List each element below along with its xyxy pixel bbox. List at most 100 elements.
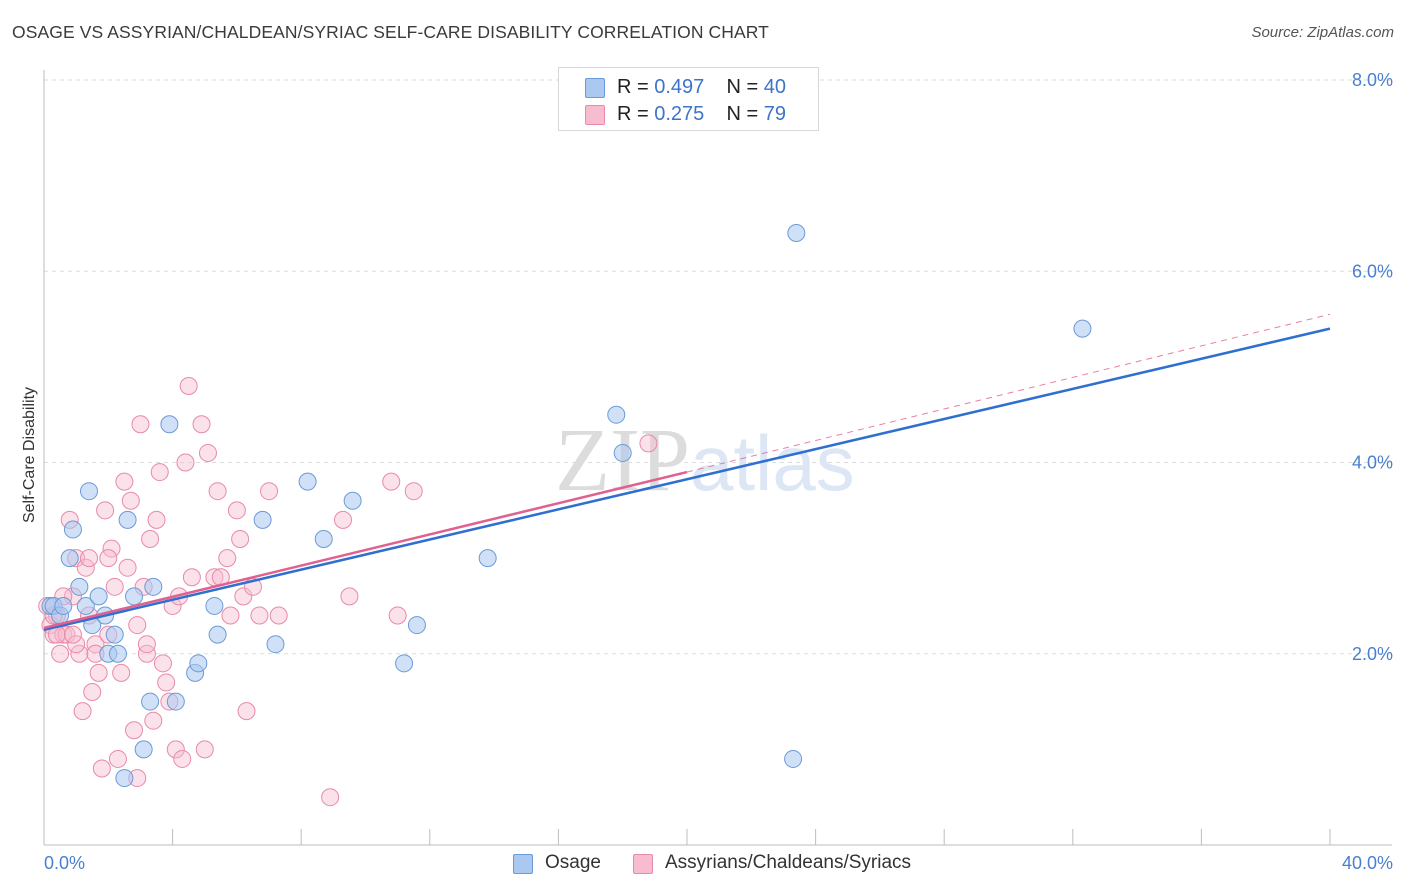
x-tick-label: 0.0%	[44, 853, 85, 873]
assyrian-point	[92, 759, 111, 778]
legend-row-osage-text: R = 0.497 N = 40	[617, 76, 786, 99]
chart-title: OSAGE VS ASSYRIAN/CHALDEAN/SYRIAC SELF-C…	[12, 22, 769, 42]
osage-point	[89, 587, 108, 606]
assyrian-point	[250, 606, 269, 625]
r-value: 0.275	[654, 103, 705, 125]
osage-point	[166, 692, 185, 711]
osage-point	[607, 405, 626, 424]
axes	[43, 70, 1392, 846]
osage-point	[253, 510, 272, 529]
assyrian-point	[382, 472, 401, 491]
y-tick-labels: 2.0% 4.0% 6.0% 8.0%	[1352, 70, 1393, 664]
y-axis-label: Self-Care Disability	[21, 387, 38, 523]
assyrian-point	[166, 740, 185, 759]
assyrian-point	[173, 749, 192, 768]
assyrian-point	[89, 663, 108, 682]
osage-points	[41, 224, 1092, 788]
osage-point	[478, 549, 497, 568]
assyrian-point	[234, 587, 253, 606]
assyrian-point	[144, 711, 163, 730]
assyrian-point	[227, 501, 246, 520]
osage-point	[144, 577, 163, 596]
legend-row-assyrian-text: R = 0.275 N = 79	[617, 103, 786, 126]
assyrian-point	[131, 415, 150, 434]
x-tick-labels: 0.0% 40.0%	[44, 853, 1393, 873]
assyrian-point	[333, 510, 352, 529]
assyrian-point	[112, 663, 131, 682]
osage-point	[63, 520, 82, 539]
assyrian-point	[639, 434, 658, 453]
assyrian-point	[70, 644, 89, 663]
y-tick-label: 8.0%	[1352, 70, 1393, 90]
assyrian-trend-line	[43, 470, 688, 630]
assyrian-point	[102, 539, 121, 558]
assyrian-point	[83, 683, 102, 701]
osage-point	[134, 740, 153, 759]
assyrian-point	[218, 549, 237, 568]
source-label: Source: ZipAtlas.com	[1251, 24, 1394, 41]
x-ticks	[172, 829, 1331, 845]
osage-point	[205, 596, 224, 615]
osage-swatch	[585, 78, 605, 98]
y-tick-label: 6.0%	[1352, 261, 1393, 281]
assyrian-point	[137, 644, 156, 663]
assyrian-point	[67, 635, 86, 654]
y-tick-label: 4.0%	[1352, 453, 1393, 473]
assyrian-point	[231, 530, 250, 548]
osage-point	[407, 616, 426, 635]
assyrian-point	[388, 606, 407, 625]
assyrian-point	[195, 740, 214, 759]
assyrian-point	[340, 587, 359, 606]
osage-point	[80, 482, 99, 501]
assyrian-point	[237, 702, 256, 721]
assyrian-point	[57, 625, 76, 644]
osage-point	[266, 635, 285, 654]
osage-point	[141, 692, 160, 711]
osage-point	[125, 587, 144, 606]
assyrian-point	[260, 482, 279, 501]
assyrian-swatch	[633, 854, 653, 874]
r-value: 0.497	[654, 76, 705, 98]
osage-point	[160, 415, 179, 434]
assyrian-point	[153, 654, 172, 673]
x-tick-label: 40.0%	[1342, 853, 1393, 873]
assyrian-point	[221, 606, 240, 625]
osage-point	[76, 596, 95, 615]
assyrian-point	[321, 788, 340, 807]
trend-lines	[43, 313, 1331, 632]
assyrian-point	[141, 530, 160, 548]
assyrian-point	[86, 635, 105, 654]
watermark: ZIPatlas	[555, 411, 855, 510]
osage-point	[208, 625, 227, 644]
assyrian-point	[404, 482, 423, 501]
assyrian-point	[147, 510, 166, 529]
osage-swatch	[513, 854, 533, 874]
assyrian-swatch	[585, 105, 605, 125]
assyrian-point	[80, 549, 99, 568]
osage-point	[115, 769, 134, 788]
n-label: N =	[726, 76, 759, 98]
assyrian-point	[115, 472, 134, 491]
assyrian-point	[96, 501, 115, 520]
assyrian-point	[118, 558, 137, 577]
r-label: R =	[617, 103, 649, 125]
n-value: 40	[763, 76, 787, 98]
osage-point	[108, 644, 127, 663]
assyrian-point	[198, 443, 217, 462]
watermark-atlas: atlas	[690, 419, 855, 507]
assyrian-point	[179, 377, 198, 395]
osage-point	[395, 654, 414, 673]
osage-legend-label: Osage	[545, 852, 601, 873]
osage-point	[314, 530, 333, 548]
assyrian-point	[150, 463, 169, 482]
assyrian-point	[182, 568, 201, 587]
assyrian-point	[128, 616, 147, 635]
osage-point	[60, 549, 79, 568]
n-value: 79	[763, 103, 787, 125]
assyrian-point	[108, 749, 127, 768]
osage-point	[784, 749, 803, 768]
osage-trend-line	[43, 327, 1331, 632]
correlation-legend: R = 0.497 N = 40 R = 0.275 N = 79	[558, 67, 819, 131]
assyrian-point	[76, 558, 95, 577]
